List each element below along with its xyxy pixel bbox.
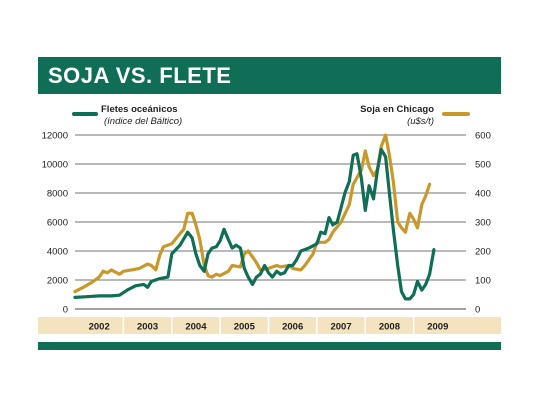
- legend-label-flete: Fletes oceánicos: [101, 104, 178, 115]
- right-tick-label: 500: [475, 160, 491, 171]
- year-band-strip: [38, 317, 501, 334]
- left-tick-label: 4000: [47, 247, 68, 258]
- left-tick-label: 2000: [47, 276, 68, 287]
- right-tick-label: 100: [475, 276, 491, 287]
- chart-title: SOJA VS. FLETE: [48, 63, 232, 88]
- bottom-bar: [38, 342, 501, 350]
- legend-sublabel-flete: (índice del Báltico): [104, 116, 182, 127]
- legend-label-soja: Soja en Chicago: [360, 104, 434, 115]
- right-tick-label: 200: [475, 247, 491, 258]
- right-tick-label: 400: [475, 189, 491, 200]
- year-label-2002: 2002: [89, 322, 110, 333]
- right-tick-label: 300: [475, 218, 491, 229]
- left-tick-label: 10000: [42, 160, 68, 171]
- right-tick-label: 600: [475, 131, 491, 142]
- year-label-2007: 2007: [330, 322, 351, 333]
- left-tick-label: 0: [63, 305, 68, 316]
- legend-sublabel-soja: (u$s/t): [407, 116, 434, 127]
- series-line-flete: [73, 147, 436, 301]
- left-tick-label: 6000: [47, 218, 68, 229]
- year-label-2008: 2008: [379, 322, 400, 333]
- left-tick-label: 8000: [47, 189, 68, 200]
- left-tick-label: 12000: [42, 131, 68, 142]
- right-tick-label: 0: [475, 305, 480, 316]
- year-label-2005: 2005: [234, 322, 256, 333]
- header-bar: SOJA VS. FLETE: [38, 57, 501, 94]
- year-label-2003: 2003: [137, 322, 158, 333]
- year-label-2006: 2006: [282, 322, 303, 333]
- year-label-2009: 2009: [427, 322, 448, 333]
- series-line-soja: [73, 133, 432, 294]
- year-label-2004: 2004: [185, 322, 207, 333]
